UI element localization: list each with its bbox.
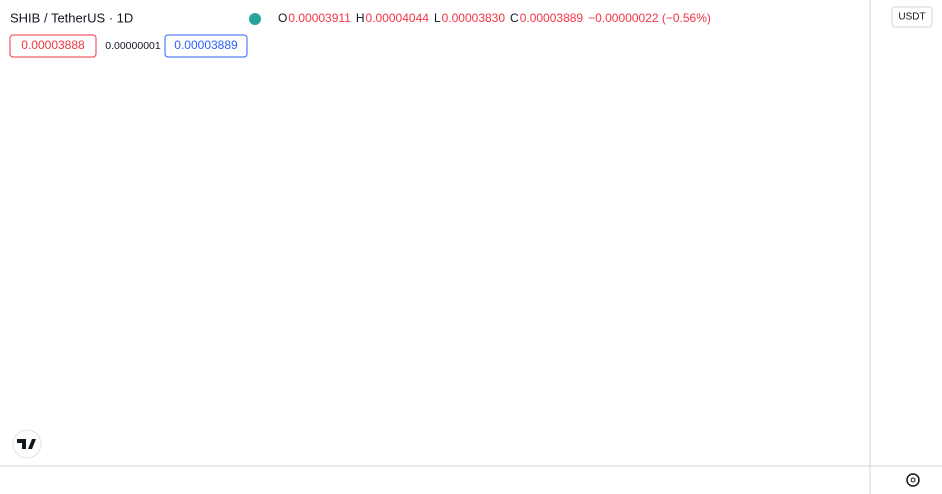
ohlc-key: C (510, 11, 519, 25)
ohlc-key: O (278, 11, 287, 25)
ohlc-value: 0.00004044 (366, 11, 430, 25)
symbol-title: SHIB / TetherUS · 1D (10, 10, 133, 25)
settings-icon[interactable] (906, 473, 920, 487)
ask: 0.00003889 (174, 38, 238, 52)
bid: 0.00003888 (21, 38, 85, 52)
buy-box[interactable] (164, 34, 248, 58)
spread: 0.00000001 (105, 40, 161, 52)
sell-box[interactable] (9, 34, 97, 58)
currency-button[interactable] (891, 6, 933, 28)
ohlc-value: 0.00003911 (288, 11, 351, 25)
ohlc-value: 0.00003889 (520, 11, 584, 25)
ohlc-value: 0.00003830 (442, 11, 506, 25)
ohlc-key: L (434, 11, 441, 25)
market-status[interactable] (249, 13, 261, 25)
header: SHIB / TetherUS · 1D 0.00003888 0.000000… (9, 10, 711, 58)
tv-logo (12, 429, 42, 459)
change: −0.00000022 (−0.56%) (588, 11, 711, 25)
currency: USDT (898, 12, 925, 23)
ohlc-key: H (356, 11, 365, 25)
